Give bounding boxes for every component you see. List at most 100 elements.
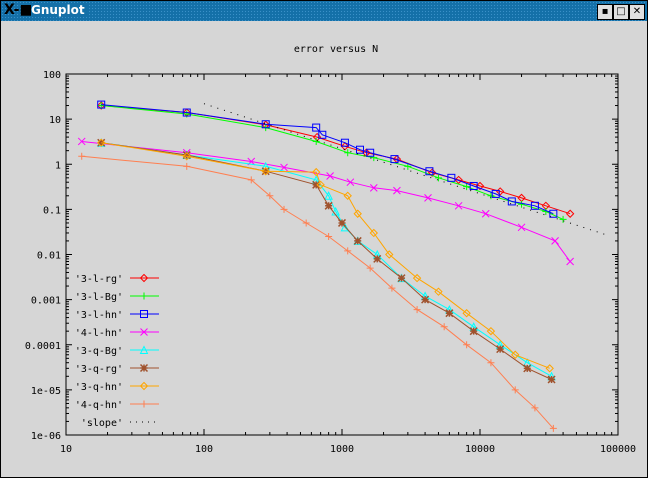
series-line [101, 142, 552, 377]
data-point [412, 273, 422, 283]
legend-marker [139, 381, 149, 391]
data-point [393, 186, 401, 195]
data-point [440, 323, 448, 331]
data-point [312, 180, 321, 189]
x-tick-label: 100 [195, 444, 213, 455]
data-point [373, 254, 382, 263]
data-point [566, 257, 574, 266]
legend-label: '3-q-hn' [75, 382, 123, 393]
data-point [469, 327, 478, 336]
series-line [101, 142, 550, 369]
y-tick-label: 1 [55, 160, 61, 171]
legend-marker [140, 400, 148, 408]
plot-canvas: error versus N 100 10 1 0.1 0.01 0.001 0.0001 1… [25, 44, 636, 455]
x-tick-label: 10 [60, 444, 72, 455]
series-3-l-Bg [101, 105, 564, 220]
legend-label: '3-q-Bg' [75, 346, 123, 357]
plot-frame [65, 73, 619, 436]
y-tick-label: 0.0001 [25, 341, 61, 352]
data-point [549, 209, 558, 218]
data-point [369, 183, 378, 192]
series-3-q-Bg [101, 142, 552, 377]
minimize-button[interactable]: ▪ [597, 4, 613, 20]
close-button[interactable]: ✕ [629, 4, 645, 20]
data-point [487, 192, 495, 200]
data-point [182, 151, 191, 160]
data-point [545, 364, 554, 373]
data-point [77, 137, 86, 146]
x-tick-label: 1000 [330, 444, 354, 455]
series-3-q-rg [101, 142, 552, 380]
x-logo-icon[interactable]: X-■ [4, 2, 33, 18]
legend-label: '3-l-rg' [75, 274, 123, 285]
data-point [311, 167, 321, 177]
data-point [392, 154, 402, 164]
series-line [81, 141, 571, 262]
legend-marker [139, 345, 149, 354]
series-slope [203, 103, 605, 235]
data-point [261, 120, 270, 129]
data-point [302, 219, 310, 227]
data-point [261, 167, 270, 176]
data-point [507, 197, 516, 206]
data-point [518, 200, 526, 208]
data-point [340, 222, 350, 232]
series-3-q-hn [101, 142, 550, 369]
data-point [97, 100, 106, 109]
data-point [312, 137, 320, 145]
data-point [355, 145, 364, 154]
series-line [101, 105, 564, 220]
data-point [454, 201, 463, 210]
data-point [559, 215, 567, 223]
y-tick-label: 1e-06 [31, 431, 61, 442]
legend-label: 'slope' [81, 418, 123, 429]
data-point [549, 424, 557, 432]
y-tick-label: 0.001 [31, 296, 61, 307]
data-point [523, 364, 532, 373]
data-point [316, 180, 325, 190]
legend-marker [139, 273, 149, 283]
data-point [424, 194, 432, 202]
y-tick-label: 10 [49, 115, 61, 126]
series-3-l-hn [101, 104, 554, 215]
data-point [385, 250, 394, 259]
data-point [340, 138, 349, 147]
data-point [353, 209, 362, 218]
data-point [312, 123, 321, 132]
data-point [280, 205, 288, 213]
title-bar[interactable]: X-■ Gnuplot ▪ □ ✕ [1, 1, 647, 21]
data-point [344, 247, 352, 255]
data-point [247, 176, 255, 184]
data-point [421, 295, 430, 304]
legend-marker [140, 328, 148, 336]
data-point [530, 201, 539, 210]
data-point [266, 192, 274, 200]
data-point [447, 173, 456, 182]
x-tick-label: 10000 [465, 444, 495, 455]
data-point [325, 233, 333, 241]
data-point [434, 174, 442, 182]
legend-label: '4-q-hn' [75, 400, 123, 411]
data-point [454, 175, 463, 185]
data-point [463, 183, 471, 191]
series-4-q-hn [81, 155, 554, 429]
data-point [434, 287, 443, 296]
data-point [324, 201, 333, 210]
data-point [517, 223, 526, 232]
data-point [344, 149, 352, 157]
data-point [318, 130, 327, 139]
data-point [390, 155, 399, 164]
series-3-l-rg [101, 105, 571, 215]
legend-label: '4-l-hn' [75, 328, 123, 339]
data-point [337, 218, 347, 227]
legend-label: '3-l-Bg' [75, 292, 123, 303]
data-point [280, 163, 288, 172]
window-title: Gnuplot [31, 3, 89, 17]
y-tick-label: 100 [43, 70, 61, 81]
series-line [101, 104, 554, 215]
data-point [547, 375, 556, 384]
maximize-button[interactable]: □ [613, 4, 629, 20]
data-point [183, 162, 191, 170]
data-point [481, 209, 490, 218]
